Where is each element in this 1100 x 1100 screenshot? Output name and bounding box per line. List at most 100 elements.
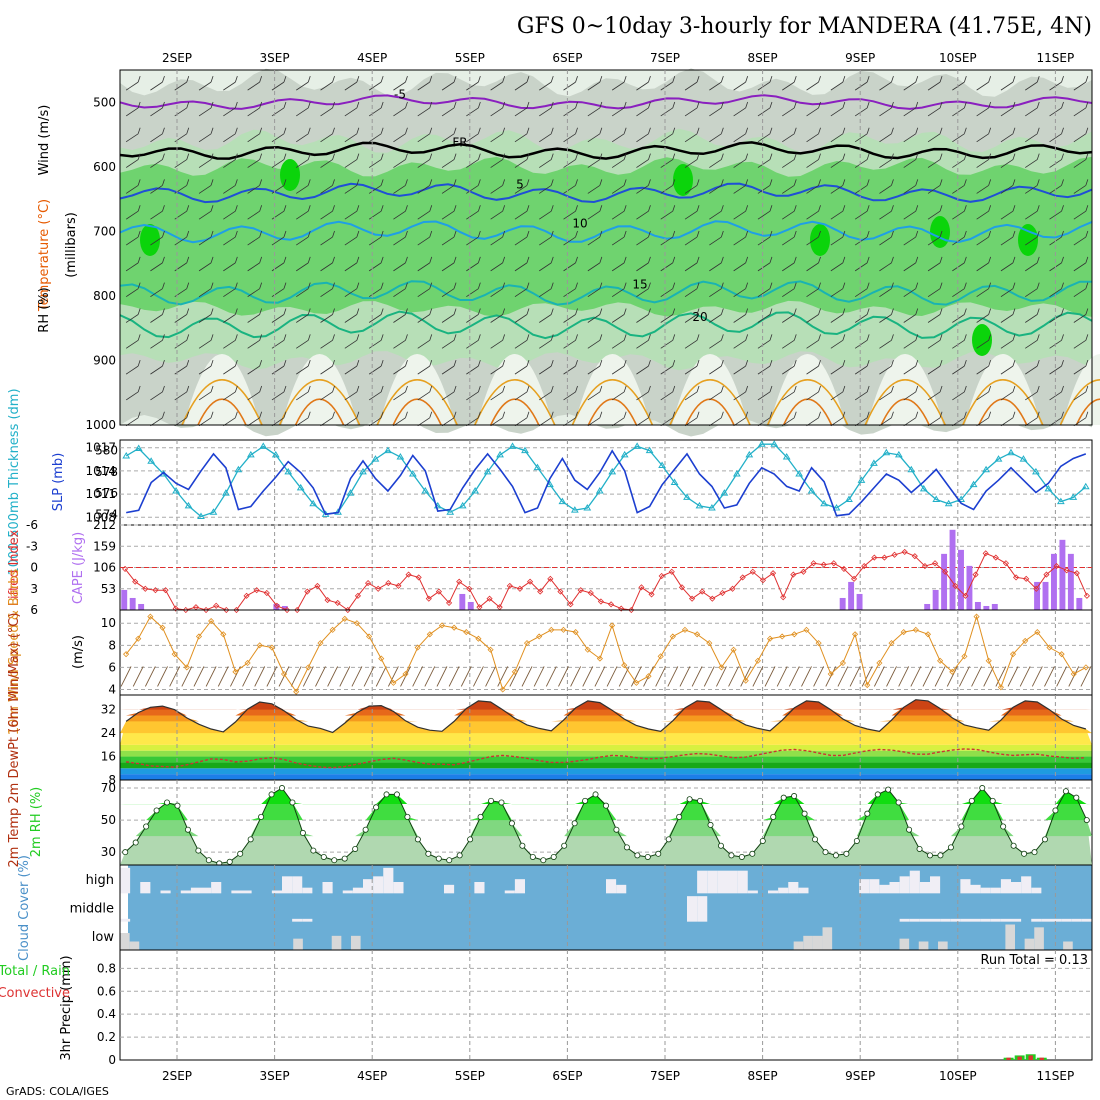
wind-barb xyxy=(910,666,922,687)
rh2m-point xyxy=(540,857,547,864)
temperature-line xyxy=(125,699,1087,734)
rh2m-point xyxy=(373,804,380,811)
wind-barb xyxy=(125,391,139,401)
rh2m-point xyxy=(195,847,202,854)
wind-barb xyxy=(490,314,503,323)
wind-barb xyxy=(1025,262,1038,272)
wind-barb-flag xyxy=(526,101,530,109)
wind-barb xyxy=(1000,210,1014,220)
wind-barb-flag xyxy=(939,153,943,160)
wind-barb xyxy=(636,417,649,427)
wind-barb xyxy=(1049,288,1062,298)
wind-barb xyxy=(441,288,455,298)
rh2m-point xyxy=(331,857,338,864)
wind-barb-flag xyxy=(210,179,214,186)
wind-barb xyxy=(655,666,667,687)
cloud-high-bar xyxy=(352,887,363,894)
wind-barb xyxy=(952,262,965,272)
wind-barb-flag xyxy=(745,308,749,315)
wind-barb xyxy=(1025,107,1038,117)
wind-barb-flag xyxy=(891,127,894,134)
wind-barb-flag xyxy=(429,230,433,238)
wind-barb-flag xyxy=(405,127,408,134)
wind-barb-flag xyxy=(939,360,943,367)
wind-speed-point xyxy=(779,633,786,640)
cloud-middle-bar xyxy=(1031,918,1042,922)
wind-barb-flag xyxy=(1012,101,1016,109)
wind-barb xyxy=(587,133,601,143)
wind-barb xyxy=(1049,133,1062,143)
rh2m-point xyxy=(947,844,954,851)
lifted-index-point xyxy=(243,592,250,599)
wind-barb xyxy=(660,314,673,323)
wind-barb-flag xyxy=(186,127,190,134)
isotherm-25-hump xyxy=(669,379,751,426)
wind-barb xyxy=(927,81,941,91)
lifted-index-point xyxy=(921,563,929,570)
wind-barb-flag xyxy=(234,76,238,83)
day-axis: 2SEP2SEP3SEP3SEP4SEP4SEP5SEP5SEP6SEP6SEP… xyxy=(162,51,1074,1083)
cape-bar xyxy=(924,603,931,610)
wind-barb xyxy=(660,210,673,220)
wind-barb xyxy=(606,666,618,687)
cloud-high-bar xyxy=(342,890,353,894)
wind-speed-point xyxy=(1058,651,1065,658)
wind-barb xyxy=(539,288,552,298)
rh2m-point xyxy=(122,849,129,856)
wind-barb xyxy=(514,365,528,375)
thickness-point xyxy=(222,489,230,496)
lifted-tick-label: 6 xyxy=(30,603,38,617)
wind-barb-flag xyxy=(283,308,287,315)
wind-barb-flag xyxy=(866,308,870,315)
wind-barb-flag xyxy=(405,411,408,418)
wind-barb-flag xyxy=(210,411,214,418)
wind-barb xyxy=(903,262,916,272)
wind-barb xyxy=(174,159,187,168)
wind-speed-point xyxy=(390,679,397,686)
wind-barb-flag xyxy=(162,360,165,367)
wind-barb-flag xyxy=(210,76,214,83)
cape-bar xyxy=(941,553,948,610)
cloud-high-bar xyxy=(990,887,1001,894)
isotherm-label: 5 xyxy=(516,178,524,192)
wind-barb-flag xyxy=(1085,411,1089,418)
lifted-index-point xyxy=(263,589,270,597)
wind-barb-flag xyxy=(988,334,992,341)
wind-barb-flag xyxy=(623,334,627,341)
wind-barb-flag xyxy=(720,282,724,289)
wind-barb xyxy=(157,666,168,687)
wind-barb xyxy=(368,81,382,91)
wind-barb xyxy=(320,288,333,298)
wind-barb xyxy=(709,417,722,427)
day-label-top: 4SEP xyxy=(357,51,387,65)
wind-barb xyxy=(539,210,552,220)
wind-barb-flag xyxy=(1061,153,1064,160)
wind-speed-point xyxy=(208,617,215,625)
wind-barb xyxy=(393,417,406,427)
wind-barb xyxy=(497,666,509,687)
wind-barb-flag xyxy=(186,360,190,367)
wind-barb xyxy=(150,159,163,168)
wind-barb xyxy=(1073,107,1087,117)
wind-speed-point xyxy=(718,664,725,671)
cape-bar xyxy=(459,593,466,610)
cloud-middle-bar xyxy=(292,918,303,922)
wind-barb xyxy=(417,314,430,323)
rh2m-point xyxy=(299,829,306,836)
wind-barb xyxy=(1025,159,1038,168)
wind-barb-flag xyxy=(502,127,506,134)
wind-barb-flag xyxy=(405,179,408,186)
wind-barb-flag xyxy=(672,153,676,160)
wind-barb xyxy=(959,666,970,687)
rh2m-point xyxy=(467,836,474,843)
wind-barb xyxy=(339,666,351,687)
temperature-side-label: Temperature (°C) xyxy=(37,199,52,312)
wind-barb xyxy=(1049,210,1062,220)
thickness-point xyxy=(620,450,629,458)
wind-speed-point xyxy=(1046,644,1053,651)
wind-barb xyxy=(302,666,314,687)
wind-barb-flag xyxy=(842,76,846,83)
wind-barb-flag xyxy=(745,256,749,263)
wind-barb xyxy=(120,666,132,687)
thickness-point xyxy=(845,495,853,502)
